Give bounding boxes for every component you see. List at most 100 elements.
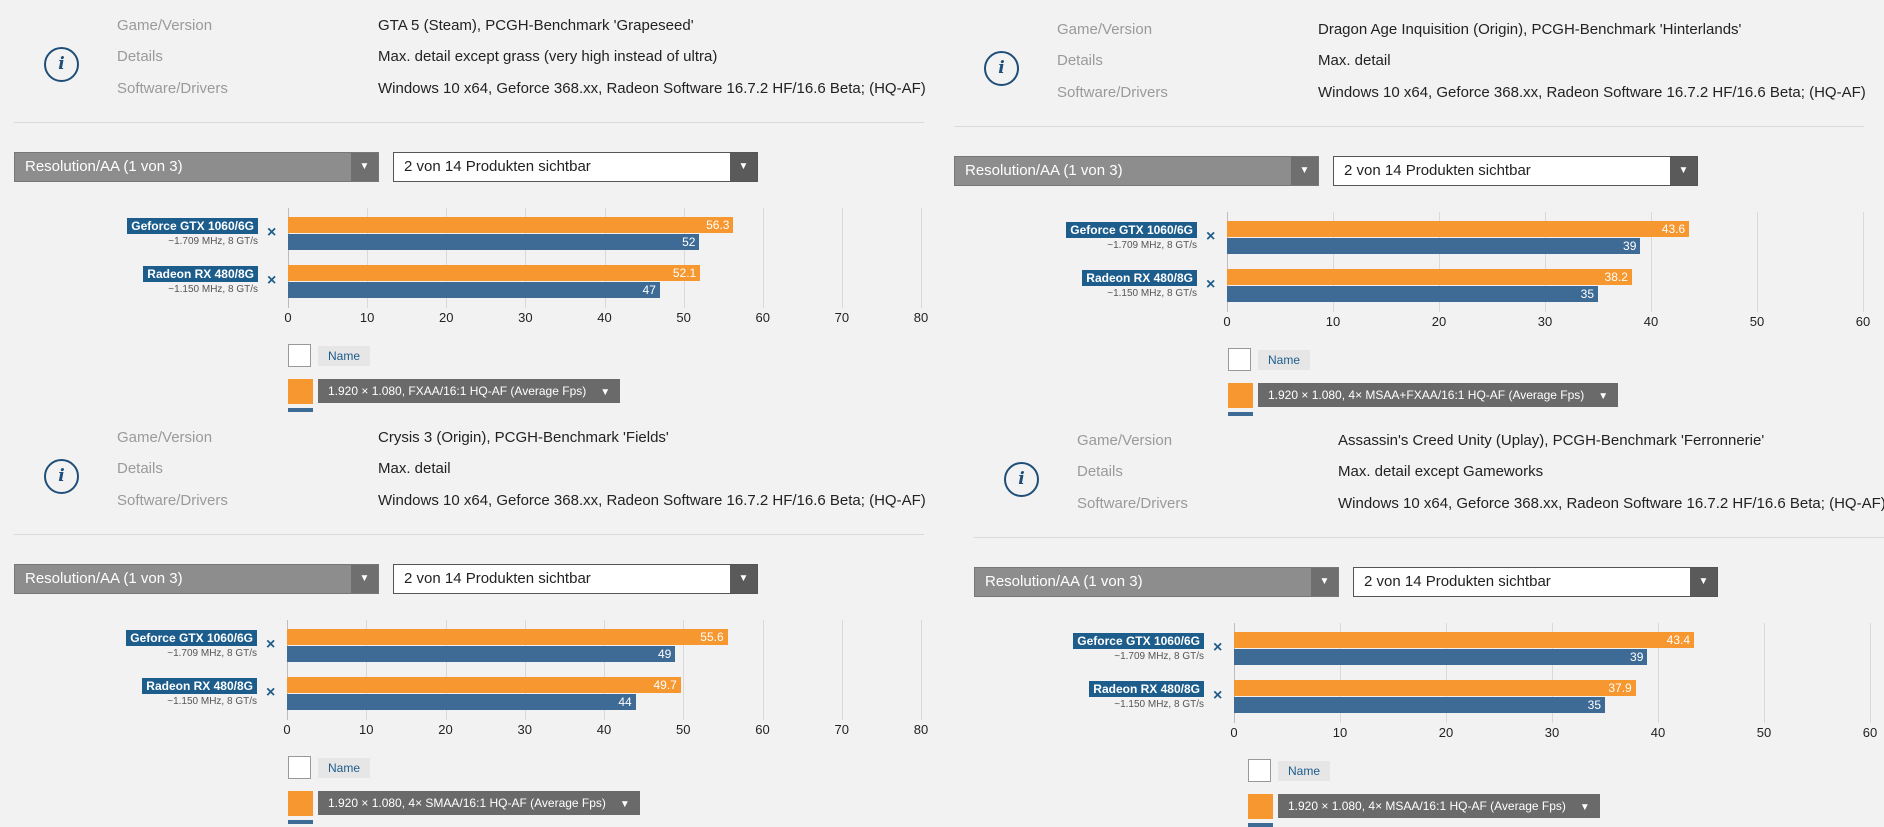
gridline — [762, 620, 764, 720]
remove-product-icon[interactable]: × — [1206, 228, 1216, 245]
x-tick-label: 60 — [1855, 314, 1871, 329]
legend-checkbox[interactable] — [288, 756, 311, 779]
gridline — [1545, 212, 1546, 312]
gridline — [1658, 623, 1659, 723]
legend-name-button[interactable]: Name — [318, 758, 371, 778]
products-select[interactable]: 2 von 14 Produkten sichtbar ▼ — [1353, 567, 1718, 597]
bar-blue: 39 — [1227, 238, 1641, 254]
x-tick-label: 20 — [439, 310, 454, 325]
resolution-select[interactable]: Resolution/AA (1 von 3) ▼ — [14, 564, 379, 594]
info-label-details: Details — [117, 460, 163, 477]
chevron-down-icon: ▼ — [730, 565, 757, 593]
gridline — [1757, 212, 1758, 312]
info-label-software: Software/Drivers — [117, 492, 228, 509]
legend-checkbox[interactable] — [288, 344, 311, 367]
info-value-game: Assassin's Creed Unity (Uplay), PCGH-Ben… — [1338, 432, 1765, 449]
gridline — [1340, 623, 1341, 723]
info-value-details: Max. detail — [378, 460, 451, 477]
product-subtitle: ~1.709 MHz, 8 GT/s — [1114, 651, 1204, 662]
benchmark-info: i Game/Version Dragon Age Inquisition (Ori… — [940, 4, 1880, 114]
info-label-game: Game/Version — [1077, 432, 1173, 449]
x-tick-label: 0 — [1223, 314, 1231, 329]
bar-value-label: 52 — [682, 235, 696, 249]
resolution-select[interactable]: Resolution/AA (1 von 3) ▼ — [954, 156, 1319, 186]
products-select[interactable]: 2 von 14 Produkten sichtbar ▼ — [393, 564, 758, 594]
legend-swatch-orange — [288, 379, 313, 404]
gridline — [367, 208, 369, 308]
x-tick-label: 30 — [518, 310, 533, 325]
info-value-software: Windows 10 x64, Geforce 368.xx, Radeon S… — [1338, 495, 1884, 512]
info-value-details: Max. detail except Gameworks — [1338, 463, 1544, 480]
products-select-label: 2 von 14 Produkten sichtbar — [1344, 162, 1531, 179]
bar-value-label: 43.4 — [1666, 633, 1691, 647]
product-label: Geforce GTX 1060/6G — [126, 630, 257, 646]
remove-product-icon[interactable]: × — [266, 684, 276, 701]
info-value-software: Windows 10 x64, Geforce 368.xx, Radeon S… — [378, 492, 926, 509]
product-label: Radeon RX 480/8G — [1089, 681, 1204, 697]
bar-orange: 55.6 — [287, 629, 728, 645]
chevron-down-icon: ▼ — [1670, 157, 1697, 185]
metric-select[interactable]: 1.920 × 1.080, 4× MSAA+FXAA/16:1 HQ-AF (… — [1258, 383, 1619, 407]
bar-chart: 0 10 20 30 40 50 60 Geforce GTX 1060/6G ~1.709 M… — [960, 615, 1884, 745]
bar-value-label: 56.3 — [706, 218, 730, 232]
gridline — [604, 620, 605, 720]
products-select[interactable]: 2 von 14 Produkten sichtbar ▼ — [393, 152, 758, 182]
bar-value-label: 43.6 — [1661, 222, 1686, 236]
x-tick-label: 20 — [1438, 725, 1454, 740]
bar-blue: 35 — [1227, 286, 1598, 302]
gridline — [683, 620, 685, 720]
gridline — [921, 620, 922, 720]
x-tick-label: 50 — [1749, 314, 1765, 329]
resolution-select[interactable]: Resolution/AA (1 von 3) ▼ — [14, 152, 379, 182]
gridline — [445, 620, 447, 720]
legend-name-button[interactable]: Name — [1258, 350, 1311, 370]
legend-name-button[interactable]: Name — [318, 346, 371, 366]
x-tick-label: 30 — [517, 722, 532, 737]
legend-checkbox[interactable] — [1248, 759, 1271, 782]
remove-product-icon[interactable]: × — [267, 272, 277, 289]
gridline — [524, 620, 526, 720]
info-icon[interactable]: i — [984, 51, 1019, 86]
info-value-software: Windows 10 x64, Geforce 368.xx, Radeon S… — [378, 80, 926, 97]
legend-name-button[interactable]: Name — [1278, 761, 1331, 781]
x-tick-label: 10 — [1325, 314, 1341, 329]
resolution-select[interactable]: Resolution/AA (1 von 3) ▼ — [974, 567, 1339, 597]
x-tick-label: 50 — [676, 722, 691, 737]
info-value-game: GTA 5 (Steam), PCGH-Benchmark 'Grapeseed… — [378, 17, 694, 34]
gridline — [921, 208, 922, 308]
bar-value-label: 39 — [1630, 650, 1644, 664]
products-select[interactable]: 2 von 14 Produkten sichtbar ▼ — [1333, 156, 1698, 186]
legend-checkbox[interactable] — [1228, 348, 1251, 371]
metric-select[interactable]: 1.920 × 1.080, FXAA/16:1 HQ-AF (Average … — [318, 379, 621, 403]
metric-select[interactable]: 1.920 × 1.080, 4× SMAA/16:1 HQ-AF (Avera… — [318, 791, 640, 815]
bar-orange: 56.3 — [288, 217, 734, 233]
metric-select-label: 1.920 × 1.080, 4× MSAA+FXAA/16:1 HQ-AF (… — [1268, 388, 1585, 402]
product-label: Geforce GTX 1060/6G — [1073, 633, 1204, 649]
info-value-details: Max. detail except grass (very high inst… — [378, 48, 718, 65]
info-label-game: Game/Version — [117, 429, 213, 446]
legend-swatch-orange — [1248, 794, 1273, 819]
info-icon[interactable]: i — [1004, 462, 1039, 497]
x-tick-label: 70 — [834, 310, 850, 325]
remove-product-icon[interactable]: × — [266, 636, 276, 653]
bar-orange: 38.2 — [1227, 269, 1632, 285]
remove-product-icon[interactable]: × — [1213, 639, 1223, 656]
bar-value-label: 55.6 — [700, 630, 724, 644]
x-tick-label: 50 — [676, 310, 691, 325]
info-icon[interactable]: i — [44, 459, 79, 494]
bar-value-label: 52.1 — [672, 266, 697, 280]
chevron-down-icon: ▼ — [600, 387, 611, 398]
bar-blue: 49 — [287, 646, 676, 662]
remove-product-icon[interactable]: × — [267, 224, 277, 241]
remove-product-icon[interactable]: × — [1206, 276, 1216, 293]
chevron-down-icon: ▼ — [1690, 568, 1717, 596]
gridline — [604, 208, 606, 308]
product-subtitle: ~1.150 MHz, 8 GT/s — [167, 696, 257, 707]
benchmark-info: i Game/Version Assassin's Creed Unity (Upl… — [960, 415, 1884, 525]
gridline — [288, 208, 289, 308]
gridline — [446, 208, 448, 308]
info-icon[interactable]: i — [44, 47, 79, 82]
remove-product-icon[interactable]: × — [1213, 687, 1223, 704]
x-tick-label: 10 — [359, 722, 374, 737]
metric-select[interactable]: 1.920 × 1.080, 4× MSAA/16:1 HQ-AF (Avera… — [1278, 794, 1600, 818]
